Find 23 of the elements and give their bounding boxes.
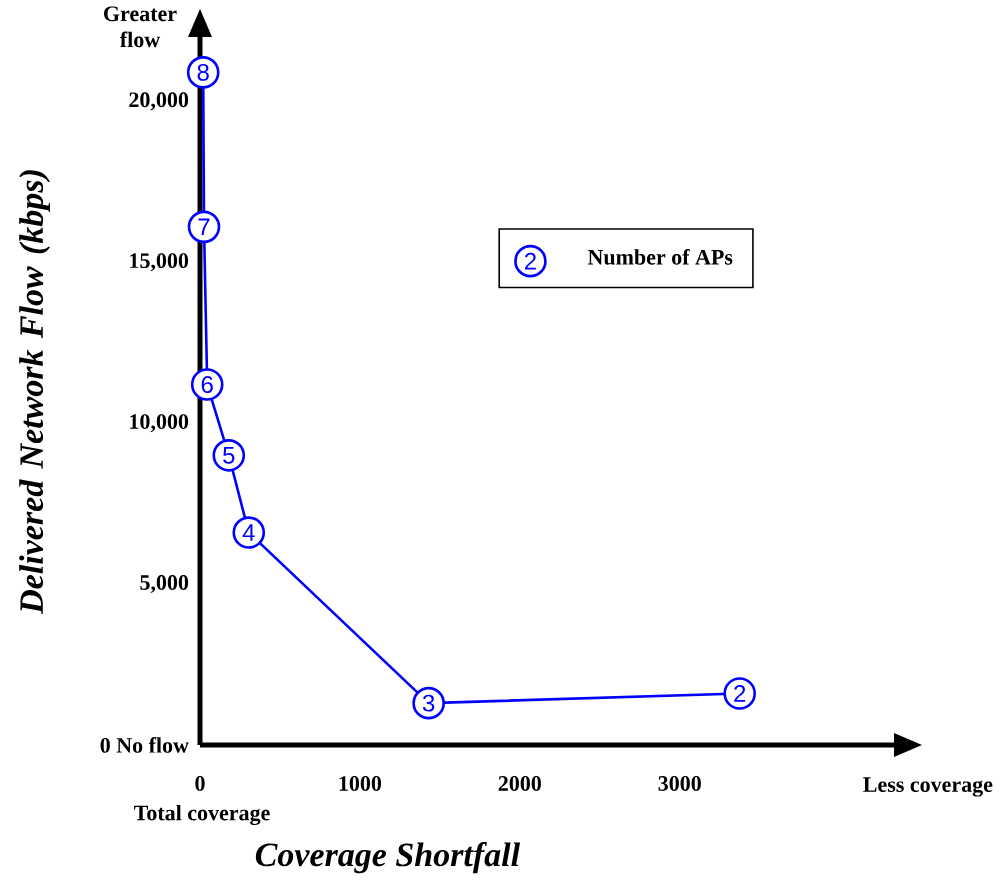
y-tick-label: 0 No flow [100, 737, 189, 753]
x-tick-label: 2000 [498, 776, 541, 791]
annotation: 5 [223, 446, 235, 464]
annotation: 7 [198, 218, 210, 236]
x-tick-label: 3000 [658, 776, 701, 791]
annotation: 4 [242, 524, 255, 541]
annotation: 2 [734, 685, 746, 702]
y-tick-label: 5,000 [140, 575, 189, 594]
text: Less coverage [863, 777, 993, 797]
legend-label: Number of APs [587, 248, 733, 265]
x-axis-title: Coverage Shortfall [255, 842, 521, 874]
y-axis-title: Delivered Network Flow (kbps) [19, 170, 50, 615]
x-tick-label: 0 [195, 776, 205, 791]
annotation: 3 [422, 694, 435, 712]
y-tick-label: 15,000 [130, 253, 189, 272]
x-tick-label: 1000 [339, 776, 382, 791]
text: Greater flow [104, 6, 177, 48]
text: Total coverage [134, 804, 270, 826]
y-tick-label: 20,000 [129, 92, 189, 111]
annotation: 8 [197, 63, 209, 81]
annotation: 6 [201, 376, 213, 394]
y-tick-label: 10,000 [130, 414, 189, 433]
text: 2 [524, 252, 536, 270]
